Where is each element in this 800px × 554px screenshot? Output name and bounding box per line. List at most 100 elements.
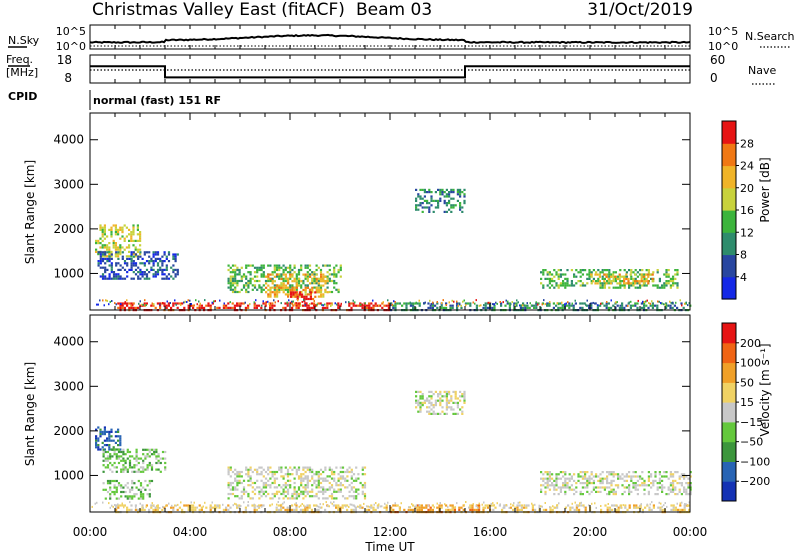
heatmap-cell	[628, 504, 631, 507]
heatmap-cell	[603, 269, 606, 272]
heatmap-cell	[106, 450, 110, 454]
heatmap-cell	[306, 490, 309, 493]
heatmap-cell	[172, 255, 175, 258]
heatmap-cell	[137, 271, 140, 274]
heatmap-cell	[103, 246, 106, 249]
heatmap-cell	[445, 204, 448, 207]
heatmap-cell	[595, 473, 598, 476]
heatmap-cell	[333, 275, 336, 278]
heatmap-cell	[269, 306, 272, 309]
heatmap-cell	[606, 301, 608, 303]
heatmap-cell	[128, 495, 132, 498]
heatmap-cell	[304, 284, 307, 287]
heatmap-cell	[610, 280, 613, 283]
heatmap-cell	[291, 306, 294, 309]
heatmap-cell	[657, 300, 659, 303]
heatmap-cell	[109, 506, 111, 509]
heatmap-cell	[311, 273, 314, 276]
heatmap-cell	[475, 304, 478, 307]
heatmap-cell	[365, 306, 368, 309]
heatmap-cell	[249, 282, 252, 285]
heatmap-cell	[461, 393, 464, 396]
heatmap-cell	[640, 277, 643, 281]
heatmap-cell	[551, 484, 554, 487]
heatmap-cell	[452, 390, 455, 393]
heatmap-cell	[678, 490, 681, 493]
heatmap-cell	[636, 271, 639, 274]
heatmap-cell	[426, 199, 429, 202]
heatmap-cell	[198, 300, 200, 303]
heatmap-cell	[176, 253, 179, 256]
heatmap-cell	[412, 508, 415, 511]
heatmap-cell	[234, 495, 237, 498]
heatmap-cell	[573, 473, 576, 476]
heatmap-cell	[551, 482, 554, 485]
heatmap-cell	[415, 399, 418, 402]
heatmap-cell	[645, 277, 648, 280]
heatmap-cell	[559, 471, 562, 474]
heatmap-cell	[409, 508, 412, 511]
heatmap-cell	[130, 237, 133, 240]
heatmap-cell	[545, 508, 548, 511]
heatmap-cell	[119, 268, 122, 271]
heatmap-cell	[209, 306, 212, 309]
heatmap-cell	[146, 466, 149, 469]
heatmap-cell	[590, 306, 593, 309]
heatmap-cell	[392, 306, 395, 309]
heatmap-cell	[672, 508, 675, 511]
heatmap-cell	[326, 475, 329, 478]
heatmap-cell	[580, 504, 583, 507]
heatmap-cell	[159, 304, 162, 307]
heatmap-cell	[669, 484, 672, 487]
heatmap-cell	[568, 479, 571, 482]
heatmap-cell	[324, 275, 327, 278]
heatmap-cell	[324, 288, 327, 292]
heatmap-cell	[564, 273, 567, 276]
heatmap-cell	[126, 262, 129, 265]
heatmap-cell	[97, 251, 100, 254]
heatmap-cell	[335, 506, 338, 509]
heatmap-cell	[112, 271, 116, 274]
heatmap-cell	[361, 484, 364, 487]
heatmap-cell	[253, 304, 256, 307]
heatmap-cell	[315, 473, 318, 476]
heatmap-cell	[304, 495, 307, 498]
heatmap-cell	[674, 508, 677, 511]
heatmap-cell	[245, 284, 248, 287]
heatmap-cell	[548, 479, 551, 482]
heatmap-cell	[499, 301, 501, 303]
heatmap-cell	[598, 280, 601, 283]
heatmap-cell	[669, 482, 672, 485]
heatmap-cell	[643, 482, 646, 485]
heatmap-cell	[596, 273, 599, 276]
heatmap-cell	[669, 286, 672, 289]
heatmap-cell	[121, 246, 124, 249]
heatmap-cell	[103, 304, 105, 307]
heatmap-cell	[583, 506, 585, 509]
heatmap-cell	[510, 303, 512, 306]
heatmap-cell	[301, 503, 303, 505]
heatmap-cell	[502, 301, 504, 304]
heatmap-cell	[306, 275, 309, 278]
heatmap-cell	[555, 473, 558, 476]
heatmap-cell	[654, 473, 657, 476]
heatmap-cell	[447, 508, 450, 511]
heatmap-cell	[130, 264, 133, 267]
heatmap-cell	[448, 191, 451, 194]
heatmap-cell	[544, 269, 547, 272]
heatmap-cell	[297, 495, 301, 498]
heatmap-cell	[432, 199, 435, 202]
nsky-trace	[89, 33, 691, 45]
heatmap-cell	[459, 395, 462, 398]
heatmap-cell	[317, 286, 320, 289]
heatmap-cell	[540, 505, 542, 508]
heatmap-cell	[132, 271, 135, 274]
heatmap-cell	[190, 501, 192, 504]
heatmap-cell	[599, 304, 602, 307]
heatmap-cell	[313, 479, 316, 482]
heatmap-cell	[555, 477, 558, 480]
heatmap-cell	[454, 412, 457, 415]
heatmap-cell	[101, 231, 104, 234]
heatmap-cell	[262, 273, 265, 276]
heatmap-cell	[625, 304, 628, 307]
